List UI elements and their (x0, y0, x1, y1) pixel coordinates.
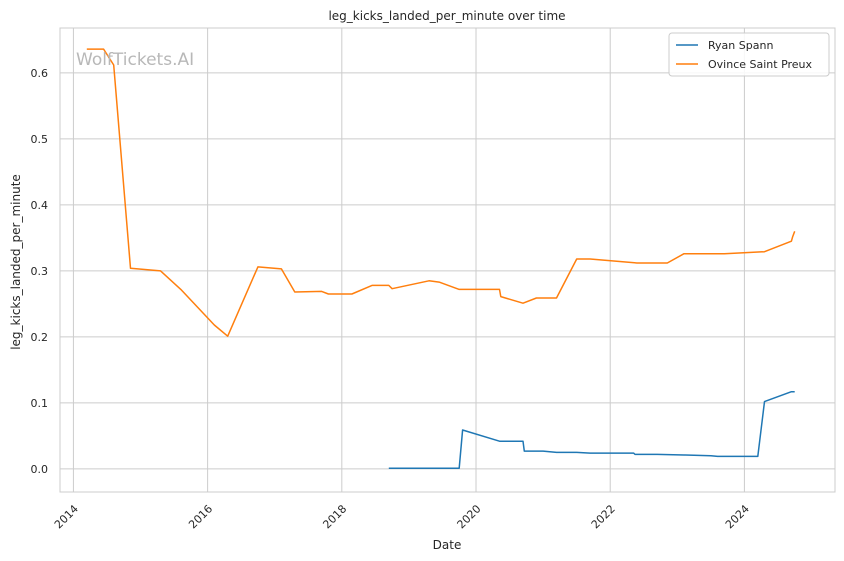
series-lines (86, 48, 796, 469)
x-axis-title: Date (433, 538, 462, 552)
y-tick-label: 0.5 (31, 133, 49, 146)
y-tick-label: 0.0 (31, 463, 49, 476)
grid-lines (60, 28, 835, 492)
y-axis-title: leg_kicks_landed_per_minute (9, 174, 23, 350)
series-line-ovince-saint-preux (86, 48, 796, 337)
plot-frame (59, 27, 836, 493)
y-tick-label: 0.2 (31, 331, 49, 344)
chart-title: leg_kicks_landed_per_minute over time (328, 9, 565, 23)
legend-box (668, 32, 830, 77)
plot-area (60, 28, 835, 492)
y-tick-label: 0.3 (31, 265, 49, 278)
y-tick-label: 0.4 (31, 199, 49, 212)
y-tick-label: 0.1 (31, 397, 49, 410)
series-line-ryan-spann (388, 390, 795, 469)
legend-label-ovince-saint-preux: Ovince Saint Preux (708, 58, 813, 71)
y-tick-label: 0.6 (31, 67, 49, 80)
legend: Ryan Spann Ovince Saint Preux (668, 32, 830, 77)
legend-label-ryan-spann: Ryan Spann (708, 39, 773, 52)
watermark-text: WolfTickets.AI (76, 50, 194, 70)
